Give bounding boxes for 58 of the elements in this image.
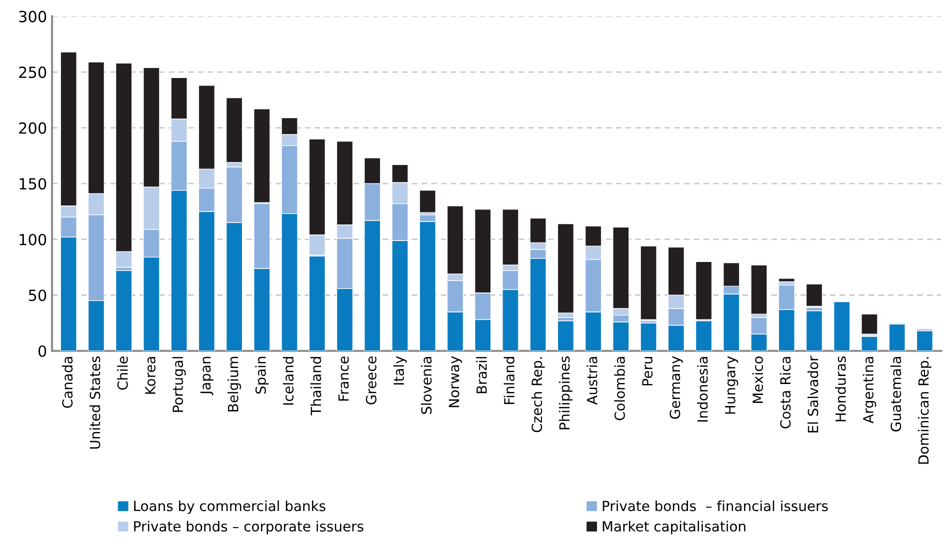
legend-label: Private bonds – corporate issuers <box>134 520 364 534</box>
x-tick-label: Norway <box>448 356 462 408</box>
legend-label: Private bonds – financial issuers <box>602 500 828 512</box>
y-tick-label: 0 <box>38 345 46 357</box>
y-tick-label: 200 <box>19 122 46 134</box>
bar <box>861 314 878 334</box>
bar <box>806 284 823 307</box>
x-tick-label: Korea <box>145 357 156 394</box>
bar <box>861 336 878 351</box>
x-tick-label: Costa Rica <box>780 357 791 428</box>
x-tick-label: Spain <box>255 356 269 394</box>
legend-label: Market capitalisation <box>602 520 746 534</box>
x-tick-label: Iceland <box>282 357 294 405</box>
x-tick-label: France <box>338 356 349 401</box>
x-tick-label: Canada <box>62 357 73 408</box>
x-tick-label: Belgium <box>228 356 242 412</box>
y-tick-label: 150 <box>20 178 46 190</box>
x-tick-label: Philippines <box>558 356 572 430</box>
x-tick-label: Argentina <box>862 357 876 424</box>
x-tick-label: Thailand <box>310 357 322 416</box>
x-tick-label: El Salvador <box>808 356 818 432</box>
x-tick-label: Austria <box>586 357 598 405</box>
x-tick-label: Chile <box>117 356 128 390</box>
x-tick-label: Mexico <box>752 356 764 403</box>
x-tick-label: Hungary <box>725 356 738 414</box>
bar <box>778 278 795 282</box>
x-tick-label: Slovenia <box>420 357 432 414</box>
bar <box>557 320 574 351</box>
x-tick-label: Indonesia <box>697 357 708 422</box>
legend-label: Loans by commercial banks <box>134 500 326 514</box>
y-tick-label: 100 <box>20 234 46 246</box>
x-tick-label: Portugal <box>172 357 186 412</box>
x-tick-label: Peru <box>642 357 653 386</box>
bar <box>888 324 906 351</box>
bar <box>640 246 657 320</box>
bar <box>419 190 436 213</box>
y-tick-label: 50 <box>28 290 46 302</box>
bar <box>640 322 657 351</box>
x-tick-label: Germany <box>670 356 683 419</box>
x-tick-label: Brazil <box>476 357 487 394</box>
x-tick-label: Dominican Rep. <box>918 357 932 464</box>
x-tick-label: Czech Rep. <box>531 357 545 432</box>
x-tick-label: Greece <box>366 356 376 404</box>
x-tick-label: Colombia <box>614 357 625 420</box>
x-tick-label: Italy <box>393 356 407 385</box>
bar <box>750 264 768 314</box>
bar <box>226 97 243 163</box>
bar <box>115 270 132 351</box>
bar <box>806 310 823 351</box>
bar <box>916 330 934 351</box>
y-tick-label: 300 <box>19 10 46 22</box>
x-tick-label: Honduras <box>835 356 846 422</box>
x-tick-label: Finland <box>504 357 514 404</box>
bar <box>833 301 850 351</box>
y-tick-label: 250 <box>19 66 46 78</box>
x-tick-label: United States <box>89 356 100 449</box>
x-tick-label: Guatemala <box>890 357 902 432</box>
x-tick-label: Japan <box>200 356 214 396</box>
